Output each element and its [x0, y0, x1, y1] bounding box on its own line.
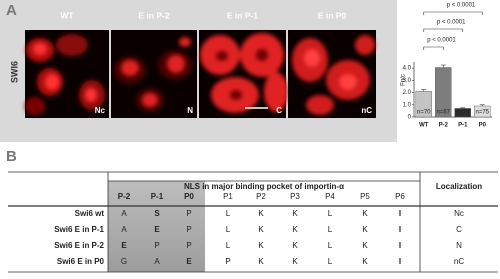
table-cell: E — [121, 241, 127, 250]
image-title: E in P-2 — [138, 10, 169, 20]
micrograph — [199, 30, 288, 118]
table-header: Localization — [436, 182, 482, 191]
column-header: P-2 — [118, 192, 131, 201]
table-cell: S — [154, 209, 160, 218]
significance-bracket — [423, 11, 483, 15]
table-cell: K — [292, 225, 298, 234]
table-cell: P — [225, 257, 230, 266]
panel-label: A — [6, 2, 17, 19]
table-lines — [8, 171, 498, 273]
table-cell: L — [328, 209, 333, 218]
table-cell: I — [399, 225, 401, 234]
column-header: P1 — [223, 192, 233, 201]
micrograph — [111, 30, 197, 118]
image-corner: nC — [361, 106, 372, 115]
image-title: E in P0 — [318, 10, 347, 20]
table-cell: E — [154, 225, 160, 234]
micrograph — [25, 30, 109, 118]
table-cell: K — [362, 209, 368, 218]
significance-label: p < 0.0001 — [437, 20, 466, 26]
table-cell: L — [226, 225, 231, 234]
table-cell: K — [292, 209, 298, 218]
table-cell: K — [258, 257, 264, 266]
table-cell: E — [186, 257, 192, 266]
bar-label: n=75 — [475, 110, 489, 116]
y-tick-label: 2.0 — [403, 90, 412, 96]
image-corner: Nc — [95, 106, 106, 115]
y-tick-label: 4.0 — [403, 66, 412, 72]
row-name: Swi6 wt — [75, 209, 105, 218]
row-name: Swi6 E in P0 — [57, 257, 105, 266]
column-header: P6 — [395, 192, 405, 201]
table-cell: K — [258, 225, 264, 234]
table-cell: L — [328, 257, 333, 266]
column-header: P-1 — [151, 192, 164, 201]
table-cell: L — [226, 209, 231, 218]
column-header: P3 — [290, 192, 300, 201]
column-header: P0 — [184, 192, 194, 201]
column-header: P5 — [360, 192, 370, 201]
row-name: Swi6 E in P-1 — [54, 225, 104, 234]
x-tick-label: P-2 — [439, 123, 449, 129]
localization: N — [456, 241, 462, 250]
table-cell: L — [226, 241, 231, 250]
table-cell: A — [154, 257, 160, 266]
table-cell: P — [186, 209, 191, 218]
table-cell: K — [362, 225, 368, 234]
micrograph — [288, 30, 376, 118]
row-name: Swi6 E in P-2 — [54, 241, 104, 250]
table-cell: K — [258, 209, 264, 218]
significance-bracket — [423, 28, 464, 32]
row-label: SWI6 — [9, 61, 19, 83]
image-corner: C — [276, 106, 282, 115]
shade — [108, 181, 205, 272]
x-tick-label: WT — [419, 123, 429, 129]
table-cell: K — [362, 257, 368, 266]
column-header: P4 — [325, 192, 335, 201]
y-tick-label: 0 — [408, 115, 412, 121]
image-title: WT — [60, 10, 74, 20]
table-cell: I — [399, 241, 401, 250]
significance-label: p < 0.0001 — [447, 3, 476, 9]
y-axis-label: Fn/c — [401, 74, 407, 86]
y-tick-label: 1.0 — [403, 102, 412, 108]
image-title: E in P-1 — [227, 10, 258, 20]
table-cell: A — [121, 209, 127, 218]
x-tick-label: P0 — [479, 123, 487, 129]
localization: C — [456, 225, 462, 234]
table-cell: K — [292, 241, 298, 250]
table-cell: A — [121, 225, 127, 234]
bar-label: n=67 — [436, 110, 450, 116]
panel-label: B — [6, 148, 17, 165]
localization: nC — [454, 257, 464, 266]
bar-label: n=70 — [417, 110, 431, 116]
table-cell: K — [258, 241, 264, 250]
table-cell: I — [399, 257, 401, 266]
table-cell: P — [154, 241, 159, 250]
table-cell: I — [399, 209, 401, 218]
table-cell: K — [292, 257, 298, 266]
table-cell: K — [362, 241, 368, 250]
table-cell: P — [186, 241, 191, 250]
column-header: P2 — [256, 192, 266, 201]
table-cell: L — [328, 241, 333, 250]
table-cell: L — [328, 225, 333, 234]
significance-bracket — [423, 46, 444, 50]
table-cell: G — [121, 257, 127, 266]
significance-label: p < 0.0001 — [427, 38, 456, 44]
localization: Nc — [454, 209, 464, 218]
table-cell: P — [186, 225, 191, 234]
x-tick-label: P-1 — [458, 123, 468, 129]
table-header: NLS in major binding pocket of importin-… — [184, 182, 344, 191]
bar-label: n=72 — [456, 110, 470, 116]
image-corner: N — [187, 106, 193, 115]
y-tick-label: 3.0 — [403, 78, 412, 84]
